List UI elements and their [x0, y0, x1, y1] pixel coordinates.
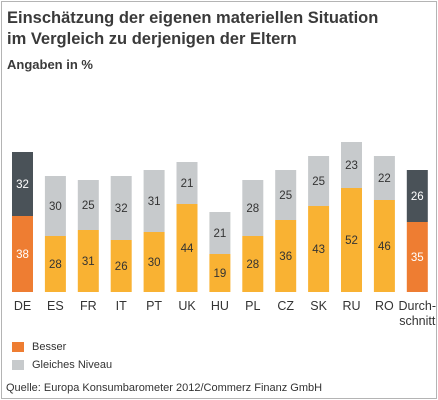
title-line-2: im Vergleich zu derjenigen der Eltern — [7, 30, 297, 48]
x-tick-label-de: DE — [14, 299, 31, 313]
bar-besser-ru — [341, 188, 362, 292]
x-tick-label-hu: HU — [211, 299, 229, 313]
data-label-gleiches-niveau-ru: 23 — [345, 160, 358, 172]
bar-gleiches-niveau-de — [12, 152, 33, 216]
data-label-gleiches-niveau-pt: 31 — [148, 196, 161, 208]
data-label-besser-pt: 30 — [148, 257, 161, 269]
bar-besser-es — [44, 236, 66, 292]
data-label-gleiches-niveau-hu: 21 — [214, 228, 227, 240]
bar-gleiches-niveau-fr — [77, 180, 99, 230]
x-tick-label-durch-schnitt-1: Durch- — [399, 299, 437, 313]
legend: Besser Gleiches Niveau — [12, 338, 112, 374]
data-label-besser-ru: 52 — [345, 235, 358, 247]
legend-swatch-besser — [12, 342, 24, 352]
x-tick-label-fr: FR — [80, 299, 97, 313]
x-tick-label-pl: PL — [245, 299, 260, 313]
data-label-gleiches-niveau-ro: 22 — [378, 173, 391, 185]
bar-gleiches-niveau-durch-schnitt — [406, 170, 428, 222]
x-tick-label-pt: PT — [146, 299, 162, 313]
data-label-besser-cz: 36 — [279, 251, 292, 263]
bar-besser-durch-schnitt — [406, 222, 428, 292]
data-label-besser-sk: 43 — [312, 244, 325, 256]
bar-besser-it — [110, 240, 132, 292]
data-label-besser-it: 26 — [115, 261, 128, 273]
data-label-gleiches-niveau-cz: 25 — [279, 190, 292, 202]
bar-gleiches-niveau-ru — [341, 142, 362, 188]
bar-besser-ro — [373, 200, 395, 292]
bar-besser-sk — [308, 206, 330, 292]
legend-label-besser: Besser — [32, 341, 67, 353]
data-label-gleiches-niveau-sk: 25 — [312, 176, 325, 188]
bar-gleiches-niveau-es — [44, 176, 66, 236]
bar-besser-pl — [242, 236, 264, 292]
data-label-gleiches-niveau-it: 32 — [115, 203, 128, 215]
data-label-besser-hu: 19 — [214, 268, 227, 280]
title-line-1: Einschätzung der eigenen materiellen Sit… — [7, 9, 379, 27]
bar-gleiches-niveau-ro — [373, 156, 395, 200]
bar-gleiches-niveau-uk — [176, 162, 198, 204]
bar-gleiches-niveau-it — [110, 176, 132, 240]
bar-besser-uk — [176, 204, 198, 292]
bar-gleiches-niveau-hu — [209, 212, 231, 254]
data-label-besser-durch-schnitt: 35 — [411, 252, 424, 264]
bar-besser-cz — [275, 220, 297, 292]
legend-swatch-gleiches-niveau — [12, 360, 24, 370]
data-label-besser-pl: 28 — [246, 259, 259, 271]
x-tick-label-uk: UK — [178, 299, 196, 313]
x-tick-label-sk: SK — [310, 299, 327, 313]
x-tick-label-cz: CZ — [277, 299, 294, 313]
data-label-gleiches-niveau-uk: 21 — [181, 178, 194, 190]
x-tick-label-durch-schnitt-2: schnitt — [399, 314, 436, 328]
data-label-gleiches-niveau-fr: 25 — [82, 200, 95, 212]
data-label-besser-uk: 44 — [181, 243, 194, 255]
bar-gleiches-niveau-pt — [143, 170, 165, 232]
legend-item-besser: Besser — [12, 338, 112, 356]
x-tick-label-ro: RO — [375, 299, 394, 313]
x-tick-label-es: ES — [47, 299, 64, 313]
x-tick-label-ru: RU — [342, 299, 360, 313]
chart-subtitle: Angaben in % — [7, 57, 93, 72]
legend-label-gleiches-niveau: Gleiches Niveau — [32, 359, 113, 371]
chart-title: Einschätzung der eigenen materiellen Sit… — [7, 8, 432, 50]
bar-gleiches-niveau-sk — [308, 156, 330, 206]
data-label-besser-de: 38 — [16, 249, 29, 261]
bar-besser-hu — [209, 254, 231, 292]
bar-besser-de — [12, 216, 33, 292]
data-label-besser-ro: 46 — [378, 241, 391, 253]
legend-item-gleiches-niveau: Gleiches Niveau — [12, 356, 112, 374]
data-label-besser-fr: 31 — [82, 256, 95, 268]
bar-besser-pt — [143, 232, 165, 292]
data-label-gleiches-niveau-de: 32 — [16, 179, 29, 191]
bar-gleiches-niveau-cz — [275, 170, 297, 220]
source-note: Quelle: Europa Konsumbarometer 2012/Comm… — [6, 382, 323, 394]
data-label-besser-es: 28 — [49, 259, 62, 271]
data-label-gleiches-niveau-es: 30 — [49, 201, 62, 213]
bar-besser-fr — [77, 230, 99, 292]
x-tick-label-it: IT — [116, 299, 127, 313]
data-label-gleiches-niveau-durch-schnitt: 26 — [411, 191, 424, 203]
bar-gleiches-niveau-pl — [242, 180, 264, 236]
data-label-gleiches-niveau-pl: 28 — [246, 203, 259, 215]
